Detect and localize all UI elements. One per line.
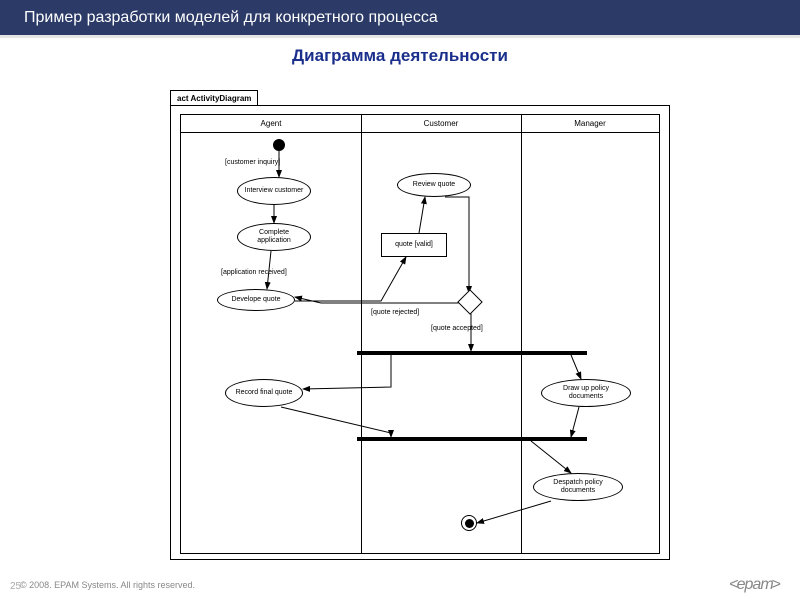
copyright-text: © 2008. EPAM Systems. All rights reserve… (20, 580, 195, 590)
activity-complete: Complete application (237, 223, 311, 251)
object-quote-valid: quote [valid] (381, 233, 447, 257)
swimlanes: Agent Customer Manager Interview custome… (180, 114, 660, 554)
activity-diagram-frame: act ActivityDiagram Agent Customer Manag… (170, 90, 670, 560)
slide-header: Пример разработки моделей для конкретног… (0, 0, 800, 38)
initial-node (273, 139, 285, 151)
lane-header-agent: Agent (181, 115, 361, 133)
epam-logo: epam (729, 576, 780, 594)
guard-quote-rejected: [quote rejected] (371, 309, 419, 316)
fork-bar (357, 351, 587, 355)
slide-title: Пример разработки моделей для конкретног… (24, 9, 438, 27)
guard-application-received: [application received] (221, 269, 287, 276)
activity-develope: Develope quote (217, 289, 295, 311)
footer: © 2008. EPAM Systems. All rights reserve… (0, 574, 800, 596)
activity-review: Review quote (397, 173, 471, 197)
lane-header-manager: Manager (521, 115, 659, 133)
guard-customer-inquiry: [customer inquiry] (225, 159, 280, 166)
activity-interview: Interview customer (237, 177, 311, 205)
guard-quote-accepted: [quote accepted] (431, 325, 483, 332)
activity-despatch: Despatch policy documents (533, 473, 623, 501)
frame-label: act ActivityDiagram (170, 90, 258, 106)
activity-drawup: Draw up policy documents (541, 379, 631, 407)
final-node (461, 515, 477, 531)
diagram-canvas: Interview customer Complete application … (181, 133, 659, 553)
join-bar (357, 437, 587, 441)
diagram-title: Диаграмма деятельности (0, 46, 800, 66)
lane-header-customer: Customer (361, 115, 521, 133)
activity-record: Record final quote (225, 379, 303, 407)
